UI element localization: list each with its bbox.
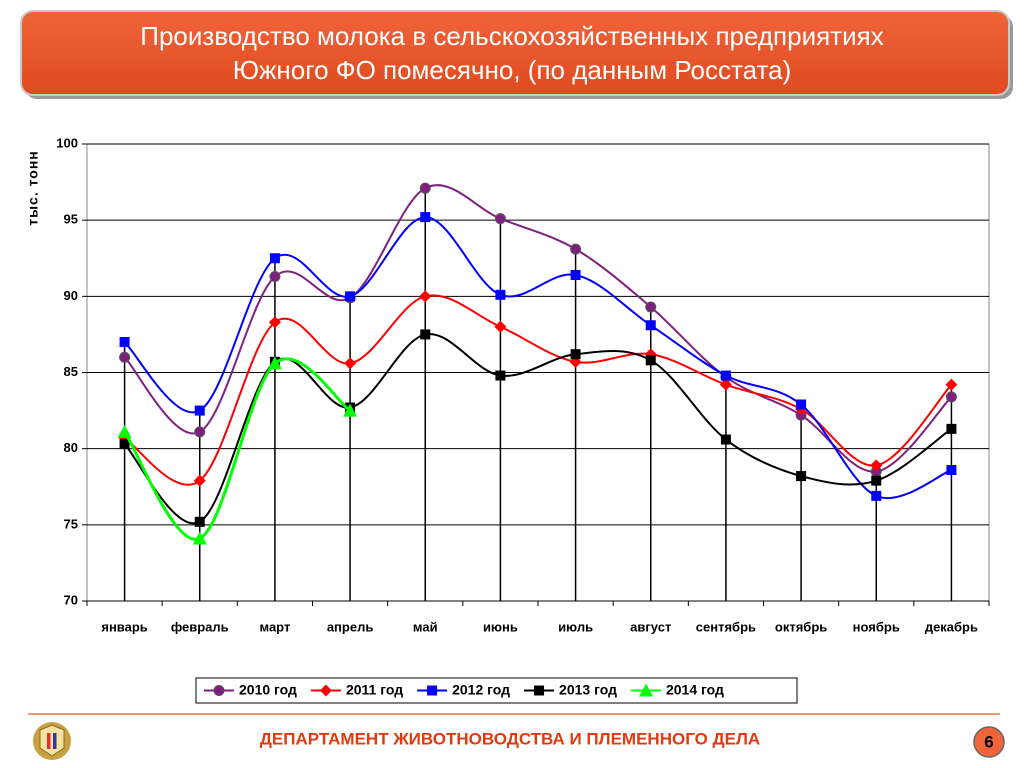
marker (494, 213, 506, 225)
x-tick-label: июнь (483, 619, 518, 634)
x-tick-label: ноябрь (853, 619, 900, 634)
marker (269, 253, 280, 264)
marker (192, 531, 207, 545)
marker (419, 290, 432, 303)
marker (194, 405, 205, 416)
marker (119, 439, 130, 450)
x-tick-label: декабрь (925, 619, 978, 634)
x-tick-label: март (260, 619, 291, 634)
department-name: ДЕПАРТАМЕНТ ЖИВОТНОВОДСТВА И ПЛЕМЕННОГО … (260, 729, 760, 748)
page-badge (973, 726, 1005, 758)
marker (194, 426, 206, 438)
marker (427, 685, 438, 696)
marker (645, 355, 656, 366)
x-tick-label: октябрь (775, 619, 827, 634)
marker (194, 516, 205, 527)
marker (946, 464, 957, 475)
page-number: 6 (984, 732, 993, 751)
marker (570, 243, 582, 255)
marker (343, 403, 358, 417)
y-tick-label: 85 (64, 364, 78, 379)
plot: 70 75 80 85 90 95 100 январь февраль март апрель ма… (56, 135, 990, 704)
legend: 2010 год 2011 год 2012 год 2013 год 2014 год (195, 677, 798, 704)
chart-title: Южного ФО помесячно, (по данным Росстата… (233, 55, 792, 85)
marker (720, 434, 731, 445)
legend-label: 2011 год (346, 682, 403, 698)
y-tick-label: 100 (56, 135, 78, 150)
legend-box (195, 677, 798, 704)
marker (193, 474, 206, 487)
x-tick-label: август (630, 619, 671, 634)
marker (268, 316, 281, 329)
marker (117, 424, 132, 438)
marker (570, 349, 581, 360)
series-line (123, 357, 352, 541)
marker (638, 683, 653, 697)
legend-label: 2012 год (452, 682, 510, 698)
marker (494, 320, 507, 333)
marker (119, 351, 131, 363)
marker (495, 289, 506, 300)
marker (946, 423, 957, 434)
y-tick-label: 90 (64, 288, 78, 303)
marker (870, 459, 883, 472)
marker (645, 320, 656, 331)
x-tick-label: май (413, 619, 438, 634)
x-tick-label: сентябрь (696, 619, 756, 634)
marker (420, 329, 431, 340)
y-tick-label: 70 (64, 592, 78, 607)
marker (344, 357, 357, 370)
logo (33, 722, 71, 760)
marker (420, 212, 431, 223)
x-tick-label: январь (101, 619, 147, 634)
legend-label: 2014 год (666, 682, 724, 698)
marker (871, 475, 882, 486)
marker (419, 182, 431, 194)
y-axis-label: тыс. тонн (25, 150, 41, 226)
marker (796, 399, 807, 410)
marker (645, 301, 657, 313)
marker (945, 391, 957, 403)
marker (213, 685, 225, 696)
series-line (123, 184, 953, 473)
marker (119, 337, 130, 348)
legend-label: 2013 год (559, 682, 617, 698)
marker (570, 270, 581, 281)
marker (719, 378, 732, 391)
x-tick-label: июль (558, 619, 593, 634)
y-tick-label: 75 (64, 516, 78, 531)
marker (267, 356, 282, 370)
marker (319, 684, 332, 697)
x-tick-label: апрель (327, 619, 374, 634)
marker (945, 378, 958, 391)
marker (534, 685, 545, 696)
marker (871, 490, 882, 501)
marker (345, 291, 356, 302)
marker (720, 370, 731, 381)
legend-label: 2010 год (239, 682, 297, 698)
marker (495, 370, 506, 381)
x-tick-label: февраль (171, 619, 229, 634)
y-tick-label: 80 (64, 440, 78, 455)
y-tick-label: 95 (64, 212, 78, 227)
marker (269, 271, 281, 283)
title-banner (20, 10, 1010, 96)
chart-title: Производство молока в сельскохозяйственн… (140, 21, 883, 51)
marker (796, 471, 807, 482)
